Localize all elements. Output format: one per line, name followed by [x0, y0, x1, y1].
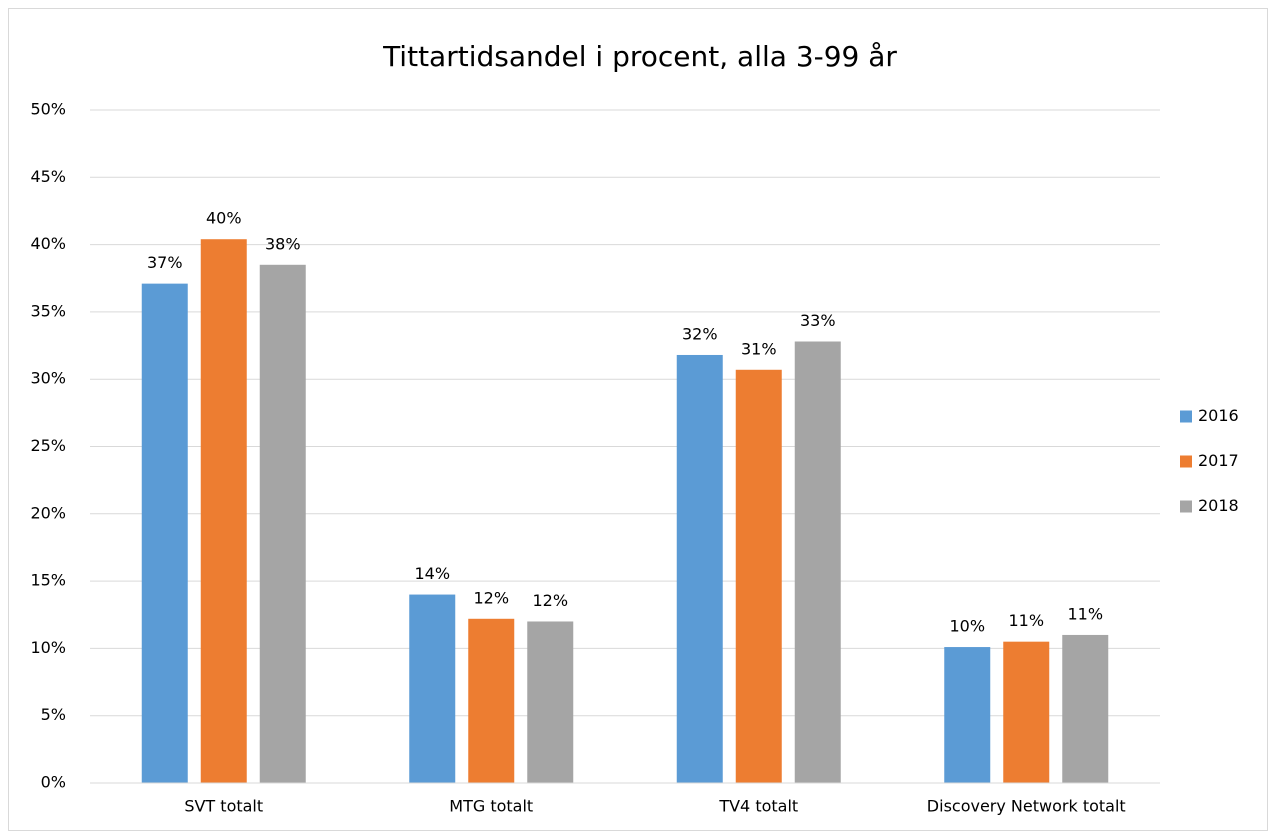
chart-title: Tittartidsandel i procent, alla 3-99 år [382, 40, 897, 73]
y-tick-label: 40% [30, 234, 66, 253]
legend-swatch [1180, 500, 1192, 513]
x-tick-label: SVT totalt [184, 797, 263, 816]
legend-label: 2018 [1198, 496, 1239, 515]
y-tick-label: 45% [30, 167, 66, 186]
bar [794, 341, 841, 783]
bar [468, 618, 515, 783]
y-tick-label: 30% [30, 369, 66, 388]
y-tick-label: 25% [30, 436, 66, 455]
data-label: 14% [414, 564, 450, 583]
data-label: 31% [741, 339, 777, 358]
bar [1062, 634, 1109, 783]
y-tick-label: 50% [30, 100, 66, 119]
y-tick-label: 5% [41, 705, 66, 724]
y-tick-label: 15% [30, 571, 66, 590]
bar [735, 369, 782, 783]
data-label: 32% [682, 324, 718, 343]
data-label: 38% [265, 234, 301, 253]
legend-label: 2017 [1198, 451, 1239, 470]
y-tick-label: 10% [30, 638, 66, 657]
bar [409, 594, 456, 783]
data-label: 33% [800, 311, 836, 330]
data-label: 12% [473, 588, 509, 607]
data-label: 11% [1008, 611, 1044, 630]
data-label: 10% [949, 617, 985, 636]
bar [527, 621, 574, 783]
legend-swatch [1180, 455, 1192, 468]
bar [259, 264, 306, 783]
bar [676, 354, 723, 783]
x-tick-label: Discovery Network totalt [927, 797, 1126, 816]
bar [200, 239, 247, 783]
y-tick-label: 35% [30, 301, 66, 320]
legend-label: 2016 [1198, 406, 1239, 425]
data-label: 11% [1067, 604, 1103, 623]
bar [141, 283, 188, 783]
x-tick-label: TV4 totalt [718, 797, 798, 816]
data-label: 37% [147, 253, 183, 272]
data-label: 12% [532, 591, 568, 610]
y-tick-label: 20% [30, 503, 66, 522]
data-label: 40% [206, 209, 242, 228]
y-tick-label: 0% [41, 773, 66, 792]
legend-swatch [1180, 410, 1192, 423]
x-tick-label: MTG totalt [449, 797, 533, 816]
bar [944, 647, 991, 783]
bar [1003, 641, 1050, 783]
